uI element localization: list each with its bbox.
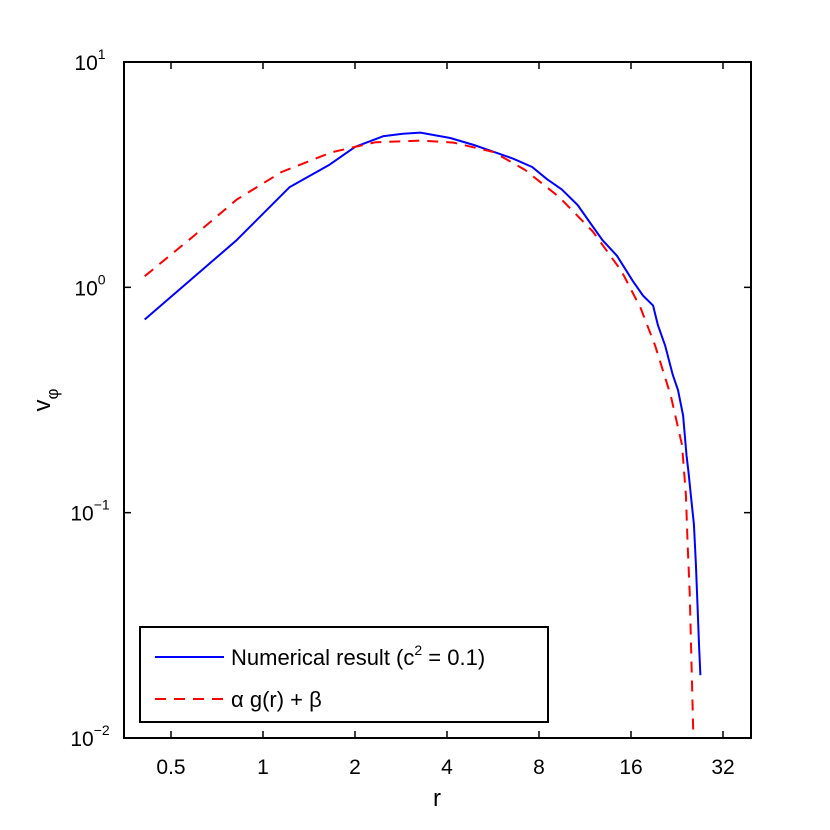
x-axis-label: r (433, 785, 441, 812)
x-tick-label: 0.5 (156, 756, 185, 779)
y-axis-label: vφ (29, 388, 62, 411)
y-tick-label: 10−1 (70, 497, 110, 526)
plot-area (123, 61, 752, 739)
y-tick-label: 101 (74, 46, 105, 75)
x-tick-label: 16 (619, 756, 642, 779)
y-axis-label-main: v (29, 400, 56, 412)
legend-item-numerical: Numerical result (c2 = 0.1) (231, 642, 485, 670)
x-tick-label: 4 (441, 756, 453, 779)
x-tick-label: 2 (349, 756, 361, 779)
series-numerical-result (144, 131, 702, 676)
legend-box (139, 626, 549, 723)
x-tick-label: 1 (257, 756, 269, 779)
legend: Numerical result (c2 = 0.1) α g(r) + β (139, 626, 549, 723)
y-axis-label-sub: φ (43, 388, 62, 399)
series-layer (144, 131, 702, 739)
x-tick-labels: 0.5 1 2 4 8 16 32 (156, 756, 734, 779)
y-tick-labels: 10−2 10−1 100 101 (70, 46, 110, 751)
x-tick-label: 32 (711, 756, 734, 779)
y-tick-label: 100 (74, 271, 105, 300)
axes-box (123, 61, 752, 739)
x-tick-label: 8 (533, 756, 545, 779)
svg-text:vφ: vφ (29, 388, 62, 411)
legend-item-fit: α g(r) + β (231, 687, 322, 712)
y-tick-label: 10−2 (70, 722, 110, 751)
series-fit-curve (144, 139, 695, 739)
